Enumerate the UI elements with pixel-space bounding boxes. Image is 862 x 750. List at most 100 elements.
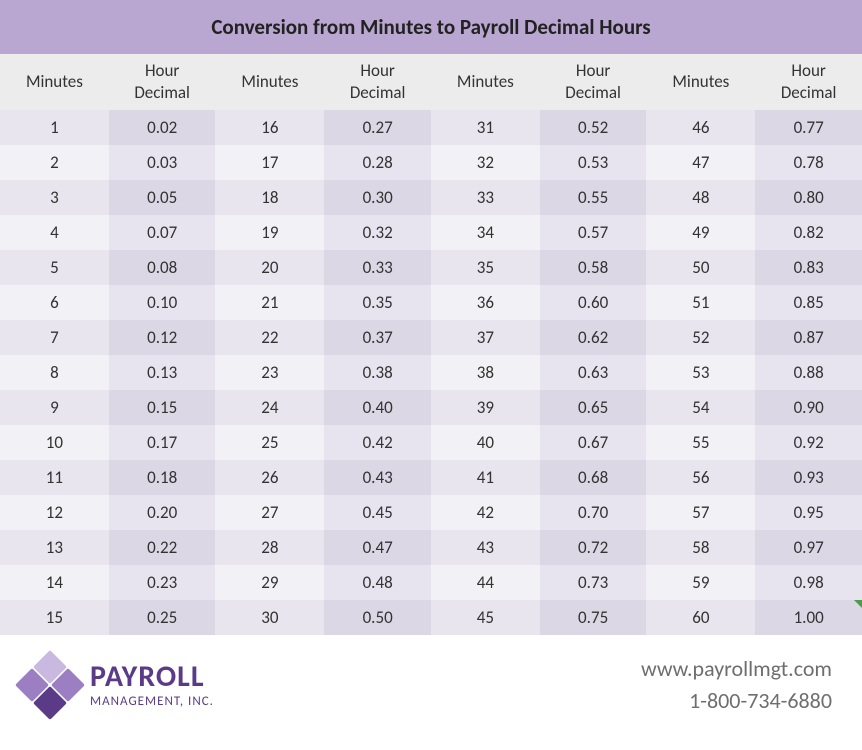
decimal-cell: 0.05 <box>109 180 216 215</box>
decimal-cell: 0.08 <box>109 250 216 285</box>
decimal-cell: 0.82 <box>755 215 862 250</box>
decimal-cell: 0.28 <box>324 145 431 180</box>
minutes-cell: 32 <box>431 145 540 180</box>
decimal-cell: 0.98 <box>755 565 862 600</box>
minutes-cell: 37 <box>431 320 540 355</box>
decimal-cell: 0.95 <box>755 495 862 530</box>
decimal-cell: 0.55 <box>540 180 647 215</box>
decimal-cell: 0.07 <box>109 215 216 250</box>
table-row: 40.07190.32340.57490.82 <box>0 215 862 250</box>
minutes-cell: 31 <box>431 110 540 145</box>
decimal-cell: 0.80 <box>755 180 862 215</box>
decimal-cell: 0.13 <box>109 355 216 390</box>
logo-main-text: PAYROLL <box>90 662 214 692</box>
decimal-cell: 0.02 <box>109 110 216 145</box>
minutes-cell: 29 <box>215 565 324 600</box>
minutes-cell: 34 <box>431 215 540 250</box>
table-row: 110.18260.43410.68560.93 <box>0 460 862 495</box>
minutes-cell: 21 <box>215 285 324 320</box>
minutes-cell: 48 <box>646 180 755 215</box>
decimal-cell: 0.67 <box>540 425 647 460</box>
minutes-cell: 25 <box>215 425 324 460</box>
decimal-cell: 0.18 <box>109 460 216 495</box>
decimal-cell: 0.42 <box>324 425 431 460</box>
decimal-cell: 0.60 <box>540 285 647 320</box>
decimal-cell: 0.37 <box>324 320 431 355</box>
decimal-cell: 0.15 <box>109 390 216 425</box>
decimal-cell: 0.68 <box>540 460 647 495</box>
decimal-cell: 0.20 <box>109 495 216 530</box>
decimal-cell: 0.88 <box>755 355 862 390</box>
footer: PAYROLL MANAGEMENT, INC. www.payrollmgt.… <box>0 635 862 735</box>
minutes-cell: 36 <box>431 285 540 320</box>
minutes-cell: 19 <box>215 215 324 250</box>
decimal-cell: 0.22 <box>109 530 216 565</box>
table-row: 90.15240.40390.65540.90 <box>0 390 862 425</box>
table-row: 100.17250.42400.67550.92 <box>0 425 862 460</box>
minutes-cell: 28 <box>215 530 324 565</box>
decimal-cell: 0.87 <box>755 320 862 355</box>
minutes-cell: 17 <box>215 145 324 180</box>
decimal-cell: 0.53 <box>540 145 647 180</box>
minutes-cell: 38 <box>431 355 540 390</box>
minutes-cell: 33 <box>431 180 540 215</box>
minutes-cell: 58 <box>646 530 755 565</box>
company-logo: PAYROLL MANAGEMENT, INC. <box>20 655 214 715</box>
column-header: Minutes <box>0 54 109 110</box>
minutes-cell: 41 <box>431 460 540 495</box>
decimal-cell: 0.03 <box>109 145 216 180</box>
minutes-cell: 30 <box>215 600 324 635</box>
decimal-cell: 0.58 <box>540 250 647 285</box>
table-row: 10.02160.27310.52460.77 <box>0 110 862 145</box>
minutes-cell: 52 <box>646 320 755 355</box>
minutes-cell: 2 <box>0 145 109 180</box>
table-row: 130.22280.47430.72580.97 <box>0 530 862 565</box>
column-header: HourDecimal <box>755 54 862 110</box>
decimal-cell: 0.25 <box>109 600 216 635</box>
decimal-cell: 0.47 <box>324 530 431 565</box>
phone-text: 1-800-734-6880 <box>641 685 832 717</box>
logo-diamond-icon <box>20 655 80 715</box>
minutes-cell: 42 <box>431 495 540 530</box>
minutes-cell: 5 <box>0 250 109 285</box>
minutes-cell: 43 <box>431 530 540 565</box>
decimal-cell: 0.78 <box>755 145 862 180</box>
minutes-cell: 8 <box>0 355 109 390</box>
minutes-cell: 47 <box>646 145 755 180</box>
decimal-cell: 0.70 <box>540 495 647 530</box>
minutes-cell: 56 <box>646 460 755 495</box>
column-header: Minutes <box>215 54 324 110</box>
decimal-cell: 0.23 <box>109 565 216 600</box>
decimal-cell: 0.17 <box>109 425 216 460</box>
minutes-cell: 4 <box>0 215 109 250</box>
column-header: HourDecimal <box>540 54 647 110</box>
minutes-cell: 24 <box>215 390 324 425</box>
minutes-cell: 20 <box>215 250 324 285</box>
minutes-cell: 12 <box>0 495 109 530</box>
decimal-cell: 0.45 <box>324 495 431 530</box>
minutes-cell: 45 <box>431 600 540 635</box>
decimal-cell: 0.12 <box>109 320 216 355</box>
table-row: 30.05180.30330.55480.80 <box>0 180 862 215</box>
minutes-cell: 35 <box>431 250 540 285</box>
decimal-cell: 0.40 <box>324 390 431 425</box>
minutes-cell: 16 <box>215 110 324 145</box>
minutes-cell: 1 <box>0 110 109 145</box>
minutes-cell: 40 <box>431 425 540 460</box>
decimal-cell: 0.72 <box>540 530 647 565</box>
minutes-cell: 46 <box>646 110 755 145</box>
minutes-cell: 15 <box>0 600 109 635</box>
minutes-cell: 27 <box>215 495 324 530</box>
minutes-cell: 57 <box>646 495 755 530</box>
minutes-cell: 39 <box>431 390 540 425</box>
minutes-cell: 50 <box>646 250 755 285</box>
decimal-cell: 0.83 <box>755 250 862 285</box>
cell-marker-icon <box>854 600 862 608</box>
contact-info: www.payrollmgt.com 1-800-734-6880 <box>641 653 832 717</box>
decimal-cell: 0.32 <box>324 215 431 250</box>
table-row: 120.20270.45420.70570.95 <box>0 495 862 530</box>
table-row: 70.12220.37370.62520.87 <box>0 320 862 355</box>
decimal-cell: 0.90 <box>755 390 862 425</box>
minutes-cell: 22 <box>215 320 324 355</box>
table-row: 20.03170.28320.53470.78 <box>0 145 862 180</box>
